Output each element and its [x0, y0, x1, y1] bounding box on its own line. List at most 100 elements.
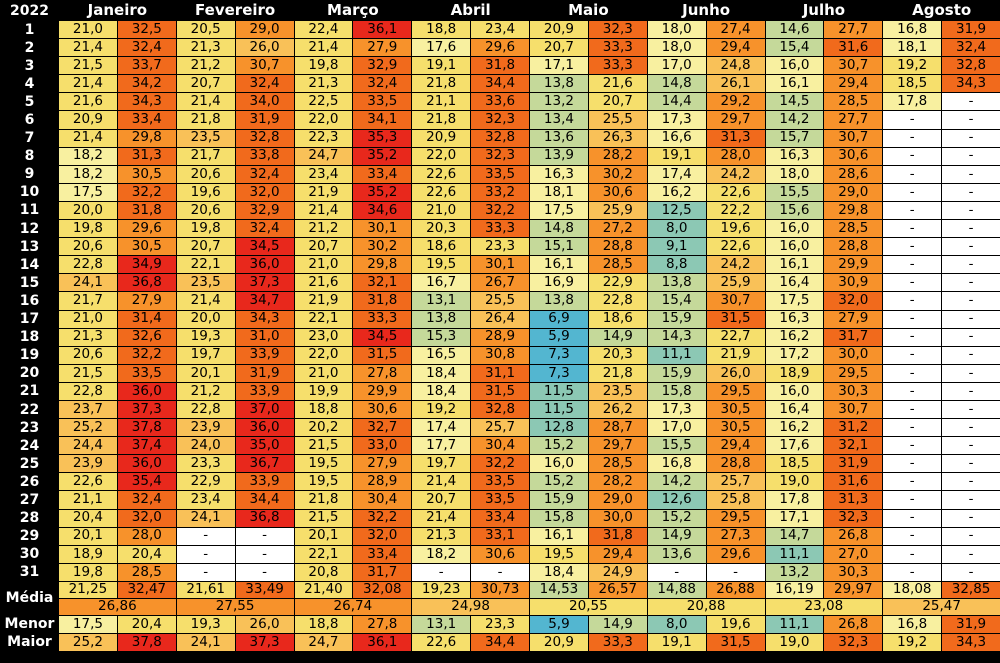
- max-temp-cell: 28,5: [587, 454, 648, 474]
- min-temp-cell: 16,1: [764, 74, 825, 94]
- min-temp-cell: 21,9: [293, 291, 354, 311]
- max-temp-cell: 31,4: [116, 309, 177, 329]
- max-temp-cell: 29,4: [705, 436, 766, 456]
- min-temp-cell: 13,6: [529, 128, 589, 148]
- min-temp-cell: 20,1: [58, 526, 118, 546]
- min-temp-cell: 16,2: [646, 182, 707, 202]
- max-temp-cell: -: [941, 237, 1000, 257]
- max-temp-cell: 34,4: [234, 490, 295, 510]
- max-temp-cell: 29,9: [823, 255, 884, 275]
- max-temp-cell: 20,4: [116, 544, 177, 564]
- day-row: 23 25,2 37,8 23,9 36,0 20,2 32,7 17,4 25,7 12,8 28…: [0, 418, 1000, 438]
- day-number: 30: [0, 544, 59, 564]
- min-temp-cell: 23,9: [175, 418, 236, 438]
- min-temp-cell: -: [175, 562, 236, 582]
- menor-cell: 31,9: [941, 614, 1000, 634]
- min-temp-cell: 22,4: [293, 19, 354, 40]
- min-temp-cell: 16,1: [764, 255, 825, 275]
- menor-cell: 11,1: [764, 614, 825, 634]
- day-number: 19: [0, 345, 59, 365]
- min-temp-cell: 22,8: [58, 381, 118, 401]
- min-temp-cell: -: [882, 526, 943, 546]
- day-number: 26: [0, 472, 59, 492]
- max-temp-cell: 33,9: [234, 472, 295, 492]
- max-temp-cell: 32,3: [470, 146, 530, 166]
- min-temp-cell: 19,7: [175, 345, 236, 365]
- max-temp-cell: 27,9: [823, 309, 884, 329]
- day-number: 18: [0, 327, 59, 347]
- max-temp-cell: -: [941, 526, 1000, 546]
- min-temp-cell: 17,5: [58, 182, 118, 202]
- max-temp-cell: 35,0: [234, 436, 295, 456]
- menor-cell: 19,6: [705, 614, 766, 634]
- max-temp-cell: 29,8: [352, 255, 413, 275]
- min-temp-cell: 21,9: [293, 182, 354, 202]
- max-temp-cell: 32,0: [116, 508, 177, 528]
- max-temp-cell: 25,7: [470, 418, 530, 438]
- max-temp-cell: 30,7: [234, 56, 295, 76]
- max-temp-cell: -: [941, 146, 1000, 166]
- min-temp-cell: 7,3: [529, 345, 589, 365]
- min-temp-cell: 18,0: [764, 164, 825, 184]
- min-temp-cell: 6,9: [529, 309, 589, 329]
- min-temp-cell: 23,9: [58, 454, 118, 474]
- min-temp-cell: 20,9: [58, 110, 118, 130]
- maior-cell: 37,3: [234, 632, 295, 652]
- max-temp-cell: 30,6: [823, 146, 884, 166]
- min-temp-cell: 17,6: [764, 436, 825, 456]
- min-temp-cell: 18,9: [764, 363, 825, 383]
- max-temp-cell: 28,5: [587, 255, 648, 275]
- day-row: 6 20,9 33,4 21,8 31,9 22,0 34,1 21,8 32,3 13,4 25,…: [0, 110, 1000, 130]
- day-row: 8 18,2 31,3 21,7 33,8 24,7 35,2 22,0 32,3 13,9 28,…: [0, 146, 1000, 166]
- max-temp-cell: -: [234, 544, 295, 564]
- day-number: 11: [0, 200, 59, 221]
- min-temp-cell: 16,2: [764, 418, 825, 438]
- max-temp-cell: 36,0: [116, 454, 177, 474]
- min-temp-cell: 24,7: [293, 146, 354, 166]
- min-temp-cell: 7,3: [529, 363, 589, 383]
- day-number: 13: [0, 237, 59, 257]
- min-temp-cell: 14,4: [646, 92, 707, 112]
- min-temp-cell: 21,4: [411, 472, 472, 492]
- max-temp-cell: 32,5: [116, 19, 177, 40]
- media-cell: 32,47: [116, 580, 177, 599]
- max-temp-cell: 28,2: [587, 146, 648, 166]
- min-temp-cell: -: [882, 345, 943, 365]
- max-temp-cell: 32,2: [116, 182, 177, 202]
- min-temp-cell: 21,3: [293, 74, 354, 94]
- min-temp-cell: 18,1: [882, 38, 943, 58]
- day-row: 7 21,4 29,8 23,5 32,8 22,3 35,3 20,9 32,8 13,6 26,…: [0, 128, 1000, 148]
- min-temp-cell: 16,0: [764, 237, 825, 257]
- max-temp-cell: 33,2: [470, 182, 530, 202]
- max-temp-cell: 32,3: [823, 508, 884, 528]
- min-temp-cell: 15,9: [529, 490, 589, 510]
- min-temp-cell: 19,6: [175, 182, 236, 202]
- max-temp-cell: 29,5: [705, 381, 766, 401]
- menor-cell: 14,9: [587, 614, 648, 634]
- day-number: 24: [0, 436, 59, 456]
- max-temp-cell: 22,6: [705, 182, 766, 202]
- day-row: 2 21,4 32,4 21,3 26,0 21,4 27,9 17,6 29,6 20,7 33,…: [0, 38, 1000, 58]
- min-temp-cell: 17,0: [646, 56, 707, 76]
- max-temp-cell: 31,6: [823, 472, 884, 492]
- max-temp-cell: 34,0: [234, 92, 295, 112]
- min-temp-cell: -: [882, 544, 943, 564]
- media-cell: 16,19: [764, 580, 825, 599]
- max-temp-cell: 28,5: [116, 562, 177, 582]
- min-temp-cell: 11,5: [529, 381, 589, 401]
- day-number: 16: [0, 291, 59, 311]
- max-temp-cell: 31,9: [941, 19, 1000, 40]
- max-temp-cell: 33,4: [352, 164, 413, 184]
- max-temp-cell: 34,9: [116, 255, 177, 275]
- min-temp-cell: 21,4: [175, 291, 236, 311]
- min-temp-cell: 20,2: [293, 418, 354, 438]
- max-temp-cell: 32,2: [470, 454, 530, 474]
- media-month-cell: 24,98: [411, 597, 530, 616]
- media-cell: 29,97: [823, 580, 884, 599]
- min-temp-cell: -: [882, 146, 943, 166]
- min-temp-cell: 20,7: [529, 38, 589, 58]
- min-temp-cell: 19,5: [411, 255, 472, 275]
- min-temp-cell: -: [882, 363, 943, 383]
- max-temp-cell: 32,7: [352, 418, 413, 438]
- day-row: 29 20,1 28,0- -20,1 32,0 21,3 33,1 16,1 31,8 14,9…: [0, 526, 1000, 546]
